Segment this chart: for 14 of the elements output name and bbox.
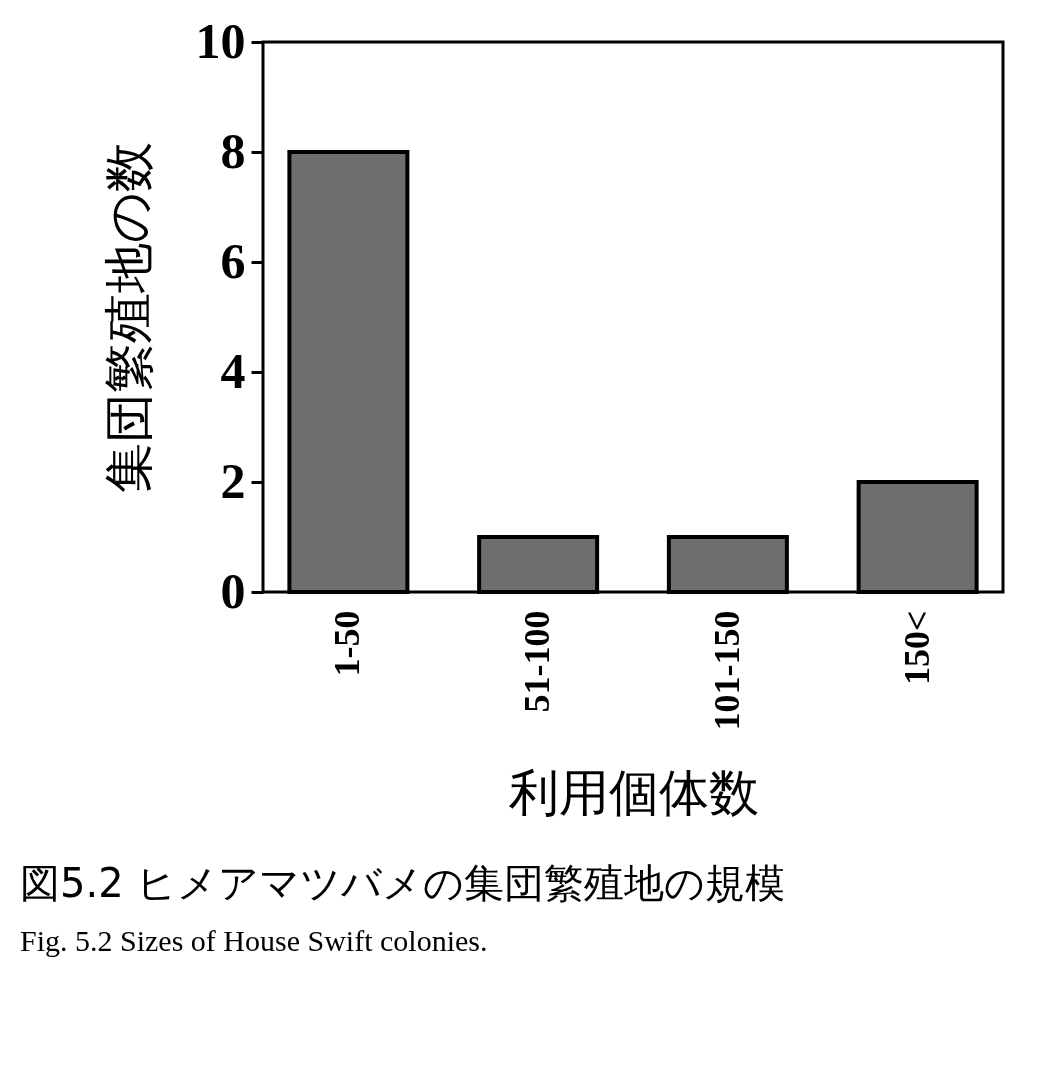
y-tick-label: 6: [220, 232, 246, 289]
y-tick-label: 0: [220, 562, 246, 619]
x-tick-label: 1-50: [327, 610, 368, 677]
y-axis-title: 集団繁殖地の数: [99, 142, 158, 493]
y-tick-label: 4: [220, 342, 246, 399]
y-tick-label: 10: [195, 12, 246, 69]
y-tick-label: 2: [220, 452, 246, 509]
x-tick-label: 150<: [896, 610, 937, 686]
x-tick-label: 101-150: [706, 610, 747, 731]
y-tick-label: 8: [220, 122, 246, 179]
text: 図5.2 ヒメアマツバメの集団繁殖地の規模: [20, 859, 786, 906]
x-tick-label: 51-100: [517, 610, 558, 713]
x-axis-title: 利用個体数: [508, 764, 759, 823]
text: Fig. 5.2 Sizes of House Swift colonies.: [20, 923, 488, 957]
